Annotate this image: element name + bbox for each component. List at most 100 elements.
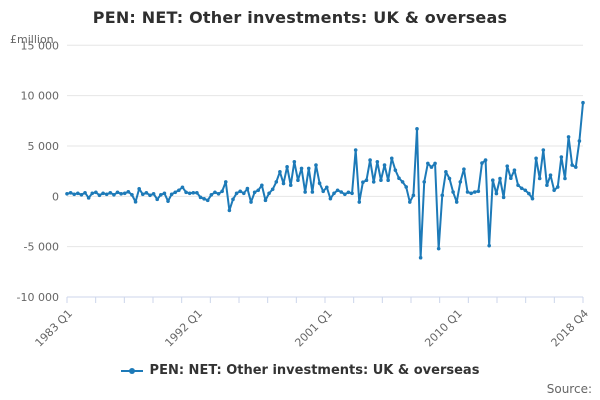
data-point[interactable] xyxy=(361,180,365,185)
data-point[interactable] xyxy=(516,183,520,188)
data-point[interactable] xyxy=(570,163,574,167)
data-point[interactable] xyxy=(404,185,408,189)
data-point[interactable] xyxy=(436,246,441,251)
data-point[interactable] xyxy=(65,192,69,196)
data-point[interactable] xyxy=(97,193,102,198)
data-point[interactable] xyxy=(490,178,495,183)
data-point[interactable] xyxy=(159,193,163,197)
data-point[interactable] xyxy=(249,200,253,204)
data-point[interactable] xyxy=(505,164,510,168)
data-point[interactable] xyxy=(86,196,91,200)
data-point[interactable] xyxy=(426,161,430,166)
data-point[interactable] xyxy=(552,188,556,193)
data-point[interactable] xyxy=(108,191,113,195)
data-point[interactable] xyxy=(130,193,134,197)
data-point[interactable] xyxy=(296,178,300,183)
data-point[interactable] xyxy=(325,185,329,190)
data-point[interactable] xyxy=(397,176,401,180)
data-point[interactable] xyxy=(433,161,437,166)
series-line[interactable] xyxy=(66,101,584,259)
data-point[interactable] xyxy=(350,191,354,196)
data-point[interactable] xyxy=(126,189,131,194)
data-point[interactable] xyxy=(140,192,145,197)
data-point[interactable] xyxy=(581,100,585,105)
data-point[interactable] xyxy=(94,190,98,195)
data-point[interactable] xyxy=(400,180,405,184)
data-point[interactable] xyxy=(573,165,578,169)
data-point[interactable] xyxy=(371,180,376,184)
data-point[interactable] xyxy=(155,197,160,202)
data-point[interactable] xyxy=(386,178,390,183)
data-point[interactable] xyxy=(408,200,412,204)
data-point[interactable] xyxy=(151,192,156,196)
data-point[interactable] xyxy=(79,193,84,197)
data-point[interactable] xyxy=(83,191,87,195)
data-point[interactable] xyxy=(122,191,127,196)
data-point[interactable] xyxy=(519,186,524,191)
data-point[interactable] xyxy=(310,190,315,194)
data-point[interactable] xyxy=(476,189,481,194)
data-point[interactable] xyxy=(335,188,340,193)
data-point[interactable] xyxy=(422,180,427,184)
data-point[interactable] xyxy=(162,191,167,196)
data-point[interactable] xyxy=(252,190,257,195)
data-point[interactable] xyxy=(364,178,369,183)
data-point[interactable] xyxy=(527,191,531,196)
data-point[interactable] xyxy=(234,191,239,196)
data-point[interactable] xyxy=(231,197,235,202)
data-point[interactable] xyxy=(72,192,77,197)
data-point[interactable] xyxy=(166,199,170,203)
data-points[interactable] xyxy=(65,100,585,260)
data-point[interactable] xyxy=(180,185,185,190)
data-point[interactable] xyxy=(238,189,242,194)
data-point[interactable] xyxy=(368,158,372,162)
data-point[interactable] xyxy=(267,191,271,196)
data-point[interactable] xyxy=(137,186,141,191)
data-point[interactable] xyxy=(274,180,279,184)
data-point[interactable] xyxy=(260,183,264,188)
data-point[interactable] xyxy=(537,176,542,181)
data-point[interactable] xyxy=(483,158,488,162)
data-point[interactable] xyxy=(429,165,434,169)
data-point[interactable] xyxy=(440,193,445,198)
data-point[interactable] xyxy=(245,186,250,191)
data-point[interactable] xyxy=(112,193,116,197)
data-point[interactable] xyxy=(472,190,477,194)
data-point[interactable] xyxy=(148,193,152,198)
data-point[interactable] xyxy=(328,196,333,201)
data-point[interactable] xyxy=(563,176,567,181)
data-point[interactable] xyxy=(530,196,535,201)
data-point[interactable] xyxy=(220,189,224,194)
data-point[interactable] xyxy=(281,181,286,186)
data-point[interactable] xyxy=(104,192,109,197)
data-point[interactable] xyxy=(555,185,560,189)
data-point[interactable] xyxy=(209,193,214,197)
data-point[interactable] xyxy=(512,168,517,172)
data-point[interactable] xyxy=(191,191,196,195)
data-point[interactable] xyxy=(288,183,293,188)
data-point[interactable] xyxy=(115,190,120,195)
data-point[interactable] xyxy=(213,190,217,195)
data-point[interactable] xyxy=(462,167,466,171)
data-point[interactable] xyxy=(509,176,513,180)
data-point[interactable] xyxy=(177,188,181,193)
data-point[interactable] xyxy=(314,163,318,167)
data-point[interactable] xyxy=(76,191,80,196)
data-point[interactable] xyxy=(202,197,206,201)
data-point[interactable] xyxy=(415,127,419,131)
data-point[interactable] xyxy=(195,191,199,195)
data-point[interactable] xyxy=(523,188,528,193)
data-point[interactable] xyxy=(480,161,484,165)
data-point[interactable] xyxy=(306,166,311,171)
data-point[interactable] xyxy=(270,187,275,192)
data-point[interactable] xyxy=(332,191,336,196)
data-point[interactable] xyxy=(90,191,95,196)
data-point[interactable] xyxy=(393,168,398,172)
data-point[interactable] xyxy=(184,190,188,195)
data-point[interactable] xyxy=(144,191,149,195)
data-point[interactable] xyxy=(242,191,246,196)
data-point[interactable] xyxy=(346,190,351,195)
data-point[interactable] xyxy=(299,166,304,171)
data-point[interactable] xyxy=(375,159,380,164)
legend[interactable]: PEN: NET: Other investments: UK & overse… xyxy=(0,363,600,378)
